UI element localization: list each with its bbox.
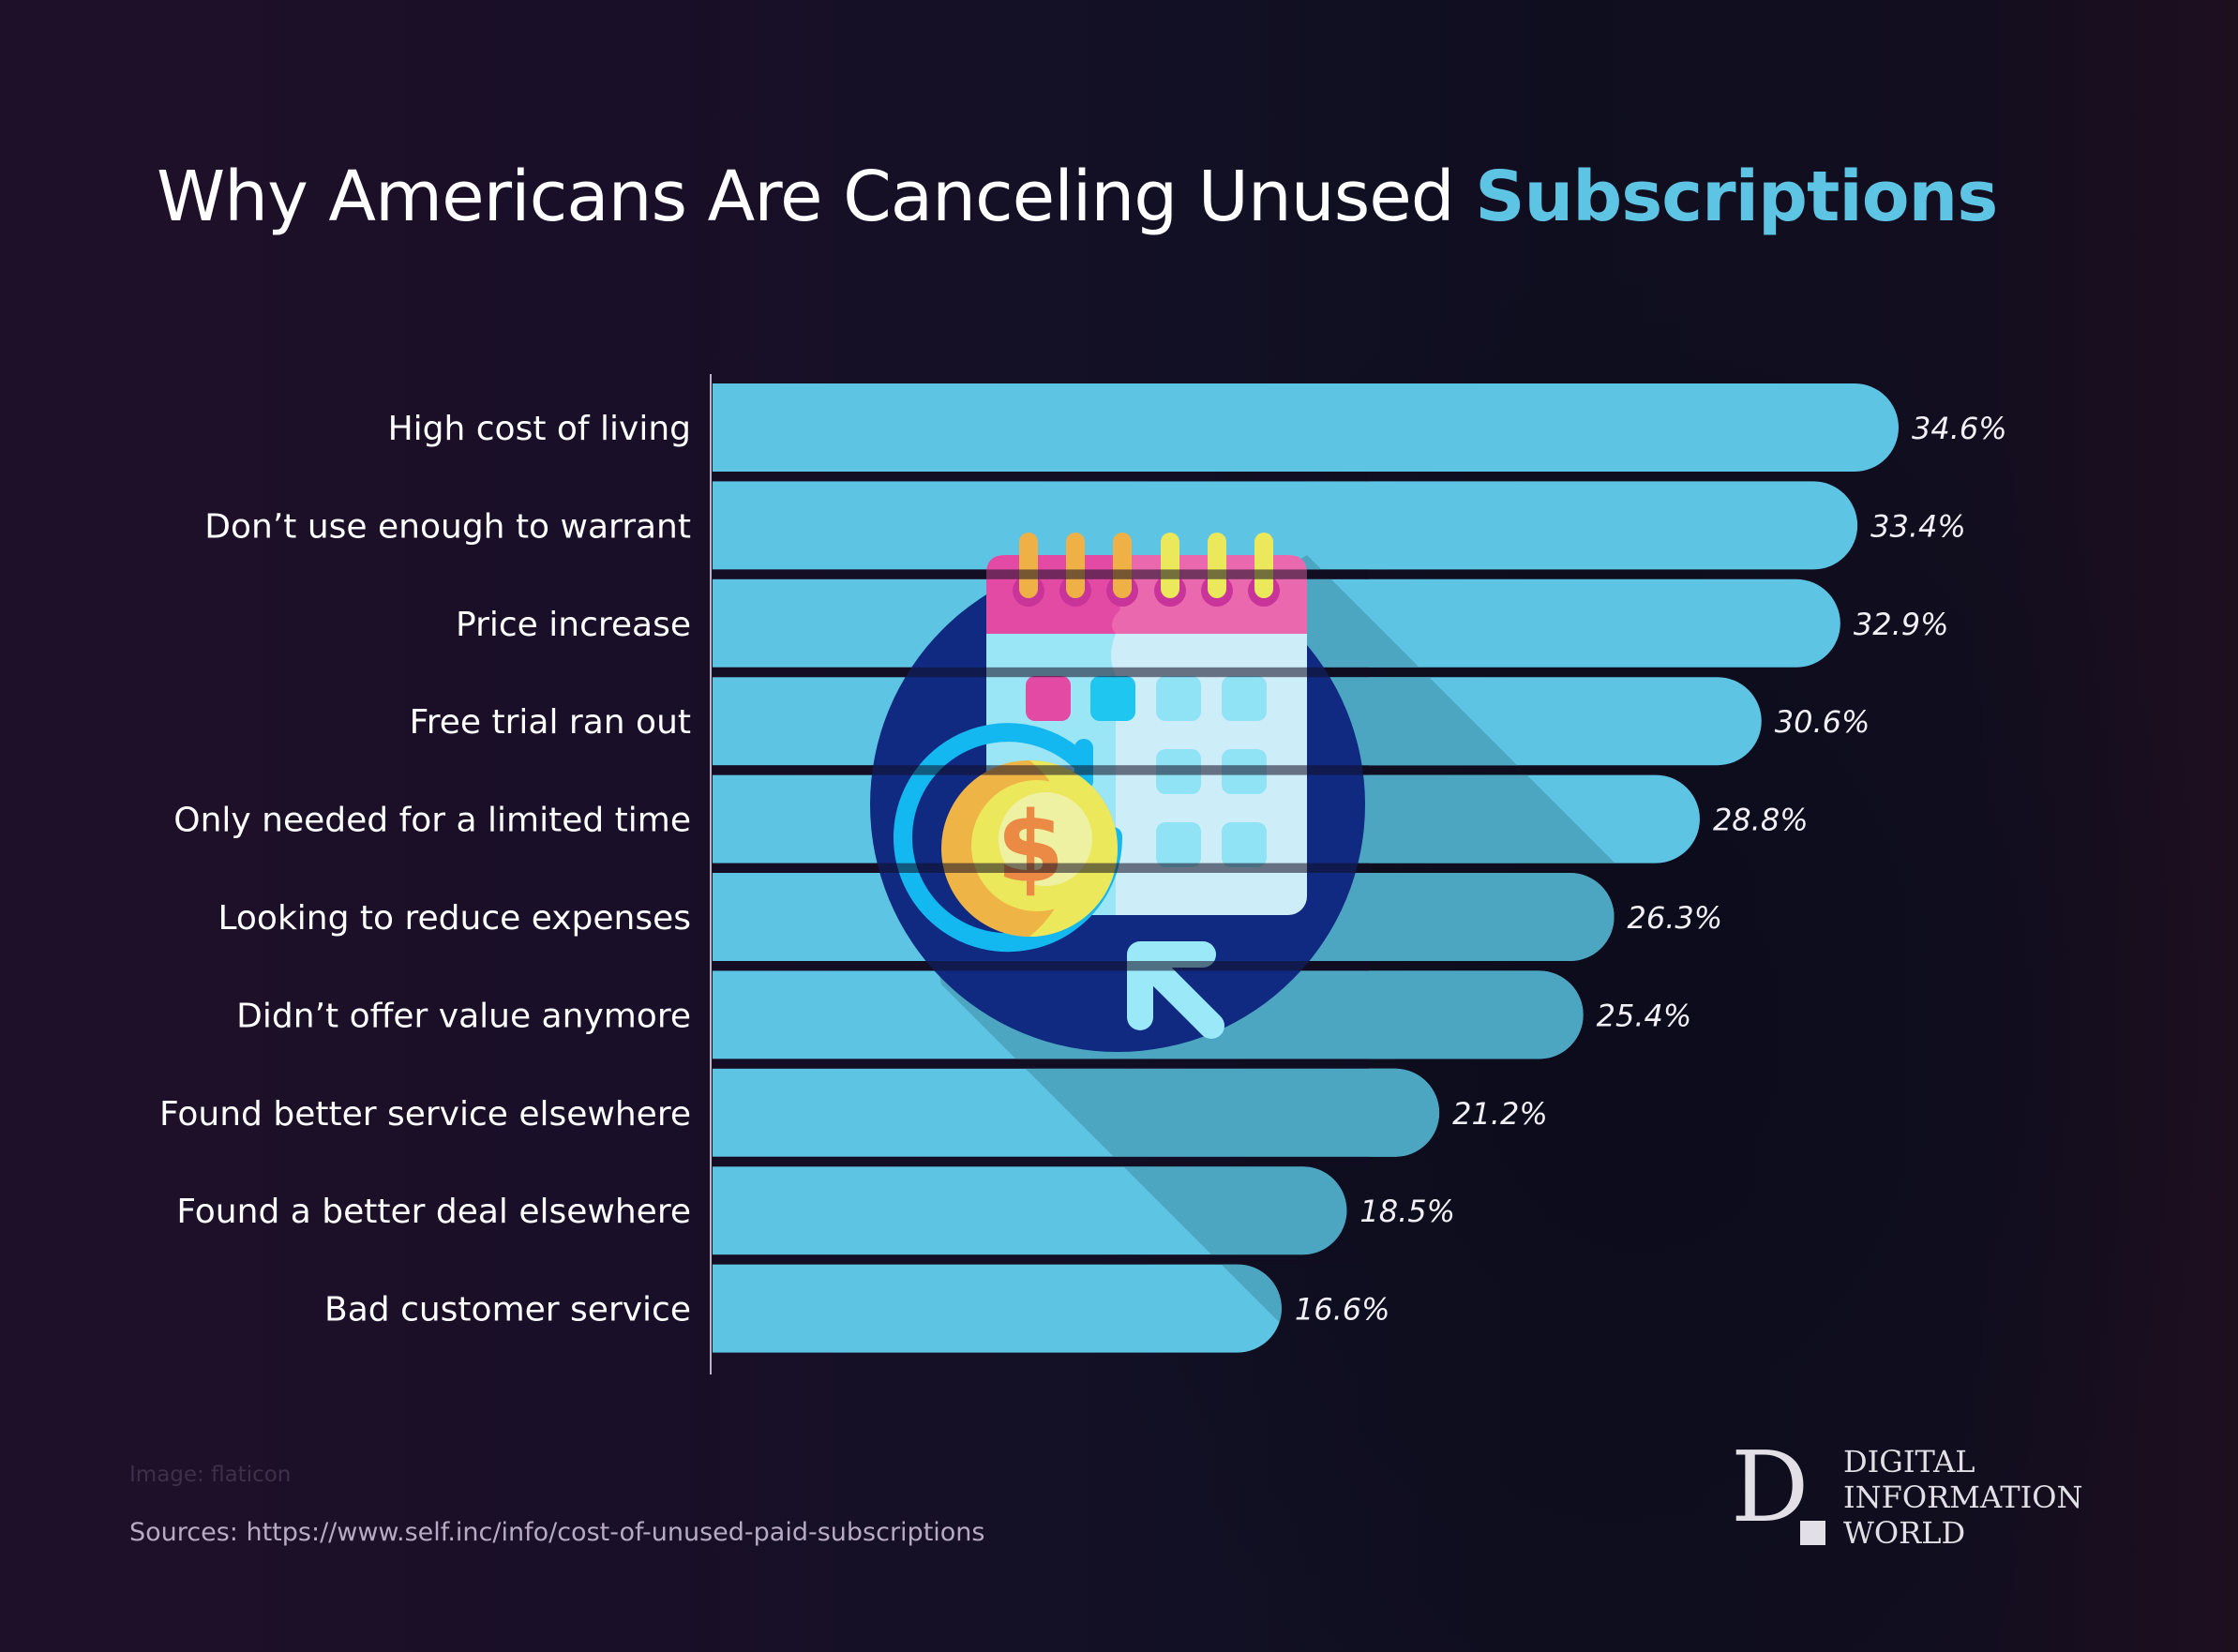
value-label: 21.2% [1452, 1096, 1548, 1132]
bar-10 [713, 1264, 1282, 1353]
bar-2 [713, 481, 1858, 570]
value-label: 34.6% [1912, 411, 2007, 446]
bar-gap [713, 863, 1369, 873]
logo-line-1: DIGITAL [1843, 1444, 1975, 1479]
calendar-rings [1019, 533, 1273, 598]
bar-gap [713, 961, 1369, 971]
bar-1 [713, 383, 1899, 472]
bar-gap [713, 569, 1369, 579]
category-labels: High cost of living Don’t use enough to w… [159, 410, 691, 1329]
value-label: 28.8% [1713, 803, 1809, 838]
dollar-sign-icon: $ [997, 790, 1064, 905]
value-label: 26.3% [1628, 900, 1723, 936]
sources-text: Sources: https://www.self.inc/info/cost-… [129, 1518, 985, 1547]
category-label: Free trial ran out [410, 703, 691, 742]
calendar-coin-renewal-icon: $ [870, 533, 1365, 1052]
chart-title: Why Americans Are Canceling Unused Subsc… [157, 150, 2088, 244]
value-label: 33.4% [1870, 508, 1966, 544]
title-accent: Subscriptions [1475, 157, 1998, 237]
bar-gap [713, 667, 1369, 678]
category-label: High cost of living [388, 410, 691, 448]
value-label: 30.6% [1775, 704, 1870, 740]
bar-gap [713, 472, 1369, 482]
logo-letter: D [1731, 1430, 1810, 1544]
bar-separators [713, 472, 1369, 1265]
coin-renewal-icon: $ [894, 723, 1123, 953]
title-main: Why Americans Are Canceling Unused [157, 157, 1476, 237]
category-label: Only needed for a limited time [173, 802, 691, 840]
value-label: 16.6% [1295, 1292, 1390, 1328]
category-label: Looking to reduce expenses [218, 899, 691, 938]
image-credit: Image: flaticon [129, 1463, 292, 1487]
bar-gap [713, 1156, 1369, 1167]
logo-text: DIGITAL INFORMATION WORLD [1843, 1444, 2083, 1551]
category-label: Don’t use enough to warrant [204, 507, 691, 546]
category-label: Found a better deal elsewhere [176, 1193, 691, 1231]
category-label: Found better service elsewhere [159, 1095, 691, 1134]
value-label: 25.4% [1597, 998, 1692, 1033]
bar-gap [713, 765, 1369, 775]
bar-gap [713, 1059, 1369, 1069]
bar-gap [713, 1254, 1369, 1265]
digital-information-world-logo: D DIGITAL INFORMATION WORLD [1731, 1438, 2087, 1551]
logo-line-2: INFORMATION [1843, 1479, 2083, 1515]
value-label: 32.9% [1854, 607, 1949, 642]
category-label: Bad customer service [324, 1291, 691, 1329]
cursor-arrow-icon [1127, 941, 1224, 1039]
category-label: Price increase [456, 606, 691, 644]
value-labels: 34.6% 33.4% 32.9% 30.6% 28.8% 26.3% 25.4% 21.2%… [1295, 411, 2007, 1328]
category-label: Didn’t offer value anymore [236, 997, 691, 1035]
value-label: 18.5% [1359, 1194, 1455, 1229]
logo-line-3: WORLD [1843, 1515, 1966, 1551]
logo-square-icon [1800, 1521, 1825, 1545]
